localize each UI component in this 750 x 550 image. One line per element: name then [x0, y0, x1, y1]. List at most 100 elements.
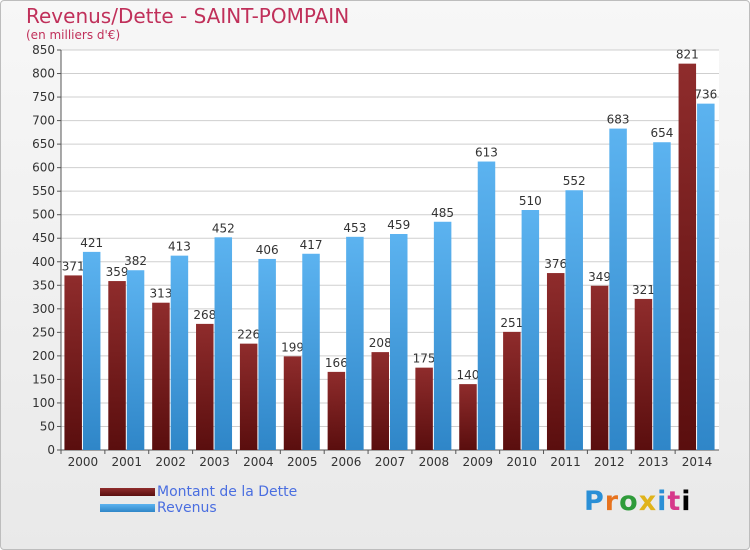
x-tick-label: 2014 — [682, 455, 713, 469]
y-tick-label: 200 — [32, 349, 55, 363]
data-label-revenus: 459 — [387, 218, 410, 232]
x-tick-label: 2006 — [331, 455, 362, 469]
bar-dette — [546, 273, 565, 450]
bar-revenus — [609, 128, 627, 450]
bar-dette — [634, 298, 653, 450]
data-label-dette: 821 — [676, 48, 699, 62]
data-label-dette: 199 — [281, 340, 304, 354]
bar-dette — [459, 384, 477, 450]
legend-swatch-dette — [100, 488, 155, 496]
y-tick-label: 450 — [32, 231, 55, 245]
bar-dette — [108, 281, 126, 450]
bar-revenus — [346, 236, 364, 450]
bar-revenus — [126, 270, 145, 450]
bar-revenus — [258, 258, 276, 450]
y-tick-label: 850 — [32, 43, 55, 57]
x-tick-label: 2007 — [375, 455, 406, 469]
data-label-dette: 226 — [237, 328, 260, 342]
bar-revenus — [521, 210, 540, 450]
y-tick-label: 700 — [32, 114, 55, 128]
data-label-revenus: 417 — [300, 238, 323, 252]
bar-revenus — [214, 237, 233, 450]
bar-dette — [283, 356, 302, 450]
data-label-revenus: 654 — [650, 126, 673, 140]
legend-item-revenus: Revenus — [100, 500, 297, 516]
x-tick-label: 2013 — [638, 455, 669, 469]
data-label-revenus: 485 — [431, 206, 454, 220]
x-tick-label: 2011 — [550, 455, 581, 469]
x-tick-label: 2009 — [462, 455, 493, 469]
chart-title: Revenus/Dette - SAINT-POMPAIN — [26, 4, 350, 28]
bar-revenus — [565, 190, 583, 450]
data-label-dette: 371 — [62, 259, 85, 273]
data-label-revenus: 421 — [80, 236, 103, 250]
x-tick-label: 2012 — [594, 455, 625, 469]
data-label-dette: 349 — [588, 270, 611, 284]
bar-revenus — [170, 255, 189, 450]
data-label-revenus: 452 — [212, 221, 235, 235]
x-tick-label: 2002 — [155, 455, 186, 469]
bar-revenus — [390, 234, 408, 450]
x-tick-label: 2000 — [68, 455, 99, 469]
y-tick-label: 150 — [32, 372, 55, 386]
proxiti-logo: Proxiti — [584, 486, 692, 517]
bar-dette — [239, 343, 258, 450]
y-tick-label: 300 — [32, 302, 55, 316]
data-label-dette: 321 — [632, 283, 655, 297]
bar-dette — [371, 352, 389, 450]
x-tick-label: 2004 — [243, 455, 274, 469]
data-label-revenus: 453 — [343, 221, 366, 235]
bar-dette — [327, 371, 346, 450]
bar-dette — [415, 367, 433, 450]
y-tick-label: 500 — [32, 208, 55, 222]
data-label-dette: 175 — [413, 352, 436, 366]
y-tick-label: 50 — [40, 419, 55, 433]
bar-revenus — [302, 253, 320, 450]
data-label-revenus: 613 — [475, 146, 498, 160]
data-label-dette: 359 — [106, 265, 129, 279]
y-tick-label: 400 — [32, 255, 55, 269]
bar-dette — [196, 323, 214, 450]
x-tick-label: 2005 — [287, 455, 318, 469]
y-tick-label: 350 — [32, 278, 55, 292]
bar-dette — [503, 331, 521, 450]
bar-revenus — [82, 251, 101, 450]
data-label-revenus: 552 — [563, 174, 586, 188]
y-tick-label: 550 — [32, 184, 55, 198]
data-label-dette: 166 — [325, 356, 348, 370]
data-label-dette: 268 — [193, 308, 216, 322]
bar-revenus — [697, 103, 715, 450]
y-tick-label: 100 — [32, 396, 55, 410]
legend-label-dette: Montant de la Dette — [157, 484, 298, 500]
y-tick-label: 0 — [47, 443, 55, 457]
bar-revenus — [433, 221, 452, 450]
data-label-dette: 251 — [500, 316, 523, 330]
data-label-revenus: 413 — [168, 240, 191, 254]
legend-swatch-revenus — [100, 504, 155, 512]
chart-subtitle: (en milliers d'€) — [26, 28, 121, 42]
y-tick-label: 600 — [32, 161, 55, 175]
y-tick-label: 250 — [32, 325, 55, 339]
data-label-revenus: 736 — [694, 88, 717, 102]
legend-label-revenus: Revenus — [157, 500, 217, 516]
y-tick-label: 750 — [32, 90, 55, 104]
legend-item-dette: Montant de la Dette — [100, 484, 297, 500]
data-label-revenus: 510 — [519, 194, 542, 208]
bar-dette — [590, 285, 609, 450]
x-tick-label: 2008 — [419, 455, 450, 469]
bar-revenus — [653, 142, 671, 450]
bar-dette — [678, 63, 697, 450]
data-label-dette: 376 — [544, 257, 567, 271]
y-tick-label: 650 — [32, 137, 55, 151]
x-tick-label: 2010 — [506, 455, 537, 469]
y-tick-label: 800 — [32, 67, 55, 81]
x-tick-label: 2001 — [112, 455, 143, 469]
data-label-revenus: 406 — [256, 243, 279, 257]
data-label-dette: 140 — [457, 368, 480, 382]
legend: Montant de la Dette Revenus — [100, 484, 297, 516]
bar-dette — [152, 302, 170, 450]
x-tick-label: 2003 — [199, 455, 230, 469]
data-label-revenus: 683 — [607, 113, 630, 127]
data-label-dette: 313 — [149, 287, 172, 301]
